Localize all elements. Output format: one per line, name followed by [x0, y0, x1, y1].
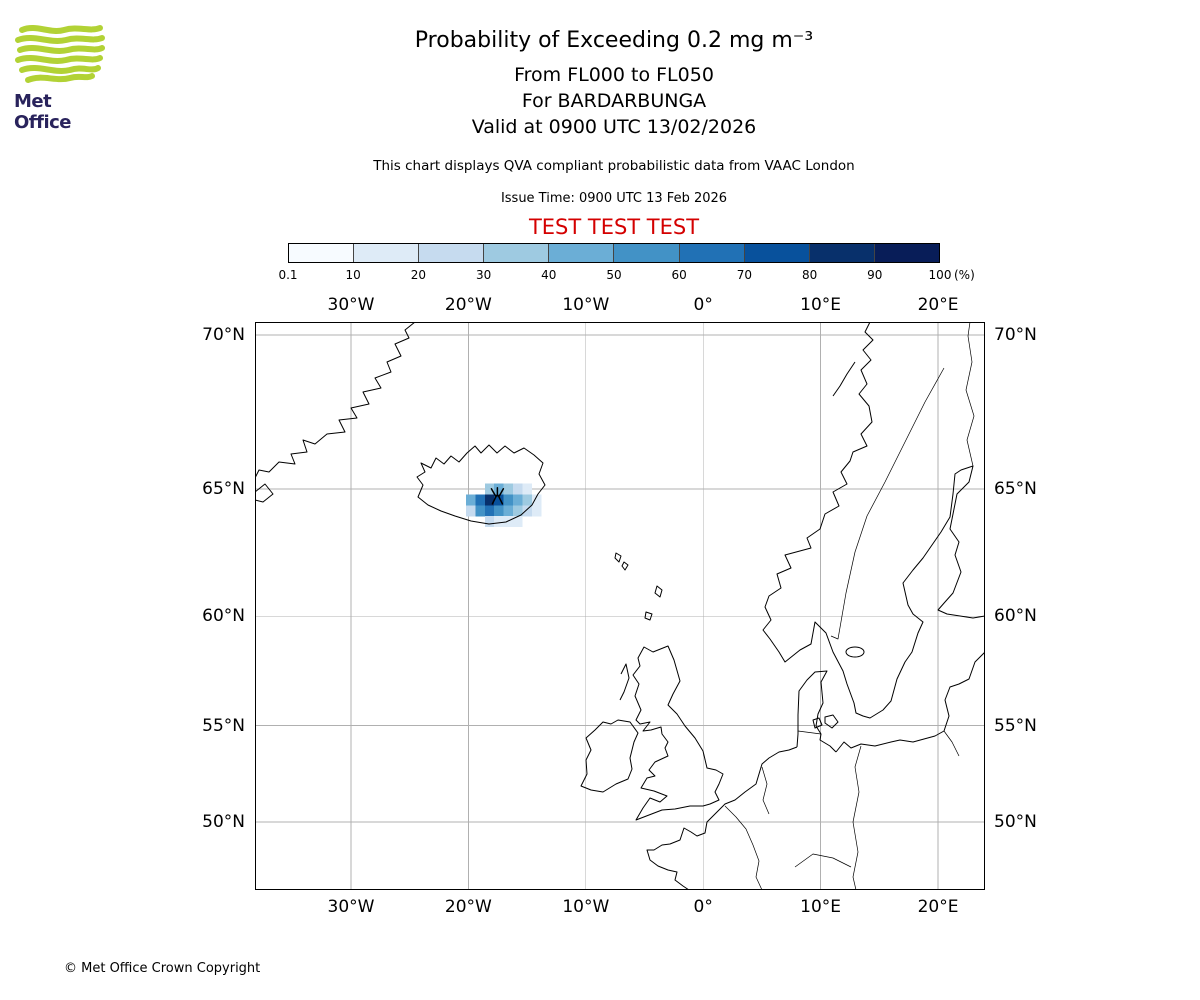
- colorbar-segment: [614, 244, 680, 262]
- ireland-coast: [580, 719, 639, 793]
- test-banner: TEST TEST TEST: [528, 215, 700, 239]
- subtitle-valid-time: Valid at 0900 UTC 13/02/2026: [471, 116, 757, 138]
- baltic-borders: [943, 730, 960, 757]
- colorbar-tick-label: 40: [541, 268, 557, 282]
- sweden-finland-border: [965, 321, 975, 467]
- colorbar-tick-label: 80: [801, 268, 818, 282]
- probability-map: [254, 321, 986, 891]
- lat-tick-label-right: 55°N: [994, 715, 1037, 736]
- lat-tick-label-left: 65°N: [202, 478, 245, 499]
- lon-tick-label-top: 10°E: [800, 295, 842, 315]
- colorbar-tick-label: 10: [345, 268, 361, 282]
- chart-description: This chart displays QVA compliant probab…: [373, 158, 855, 174]
- page-title: Probability of Exceeding 0.2 mg m⁻³: [414, 28, 814, 53]
- colorbar-segment: [549, 244, 615, 262]
- colorbar-segment: [744, 244, 810, 262]
- scandinavia-coast: [762, 321, 986, 719]
- lat-tick-label-left: 55°N: [202, 715, 245, 736]
- colorbar-tick-label: 70: [736, 268, 753, 282]
- lat-tick-label-right: 65°N: [994, 478, 1037, 499]
- lon-tick-label-bottom: 20°E: [917, 897, 959, 917]
- lat-tick-label-left: 50°N: [202, 812, 245, 833]
- lat-tick-label-left: 60°N: [202, 606, 245, 627]
- colorbar-segment: [679, 244, 745, 262]
- lon-tick-label-top: 0°: [693, 295, 713, 315]
- lon-tick-label-top: 30°W: [327, 295, 375, 315]
- lon-tick-label-top: 20°E: [917, 295, 959, 315]
- colorbar-tick-label: 30: [475, 268, 492, 282]
- lat-tick-label-right: 70°N: [994, 325, 1037, 345]
- gridlines: [255, 322, 985, 890]
- lon-tick-label-bottom: 0°: [693, 897, 713, 917]
- colorbar-tick-label: 50: [606, 268, 622, 282]
- central-europe-borders: [794, 745, 862, 891]
- colorbar-segment: [484, 244, 550, 262]
- colorbar-segment: [809, 244, 875, 262]
- issue-time: Issue Time: 0900 UTC 13 Feb 2026: [500, 191, 728, 206]
- colorbar-tick-labels: 0.1 10 20 30 40 50 60 70 80 90 100: [278, 268, 951, 284]
- volcano-marker: [490, 487, 505, 505]
- ash-probability-cells: [466, 483, 542, 528]
- colorbar-segment: [874, 244, 939, 262]
- coastlines: [254, 321, 986, 891]
- lofoten-coast: [832, 361, 856, 397]
- subtitle-flight-levels: From FL000 to FL050: [514, 64, 714, 86]
- north-atlantic-islands-coast: [614, 552, 663, 701]
- iceland-coast: [416, 444, 546, 525]
- subtitle-volcano: For BARDARBUNGA: [521, 90, 707, 112]
- lon-tick-label-bottom: 30°W: [327, 897, 375, 917]
- lat-tick-label-left: 70°N: [202, 325, 245, 345]
- lon-tick-label-top: 10°W: [562, 295, 610, 315]
- met-office-logo: Met Office: [14, 24, 110, 133]
- lon-tick-label-bottom: 10°W: [562, 897, 610, 917]
- lat-tick-label-right: 60°N: [994, 606, 1037, 627]
- colorbar-tick-label: 100: [928, 268, 952, 282]
- logo-waves-icon: [15, 25, 105, 83]
- map-border: [255, 322, 985, 890]
- colorbar-tick-label: 0.1: [278, 268, 298, 282]
- colorbar-tick-label: 20: [410, 268, 427, 282]
- colorbar-units: (%): [954, 268, 975, 282]
- north-sea-channel-coast: [646, 746, 798, 891]
- logo-text: Met Office: [14, 91, 72, 133]
- colorbar-segment: [419, 244, 485, 262]
- lon-tick-label-bottom: 10°E: [800, 897, 842, 917]
- great-britain-coast: [632, 645, 724, 821]
- lon-tick-label-bottom: 20°W: [444, 897, 492, 917]
- western-europe-borders: [724, 766, 770, 891]
- probability-colorbar: [288, 243, 940, 263]
- norway-sweden-border: [830, 367, 945, 640]
- colorbar-segment: [289, 244, 355, 262]
- colorbar-segment: [354, 244, 420, 262]
- colorbar-tick-label: 90: [867, 268, 883, 282]
- country-borders: [724, 321, 975, 891]
- greenland-coast: [254, 321, 416, 503]
- baltic-south-coast: [835, 651, 986, 753]
- lake-vanern: [845, 646, 865, 658]
- lon-tick-label-top: 20°W: [444, 295, 492, 315]
- lat-tick-label-right: 50°N: [994, 812, 1037, 833]
- denmark-coast: [796, 670, 839, 753]
- copyright-notice: © Met Office Crown Copyright: [64, 961, 261, 976]
- colorbar-tick-label: 60: [671, 268, 687, 282]
- map-panel: [254, 321, 986, 891]
- denmark-germany-border: [797, 730, 822, 735]
